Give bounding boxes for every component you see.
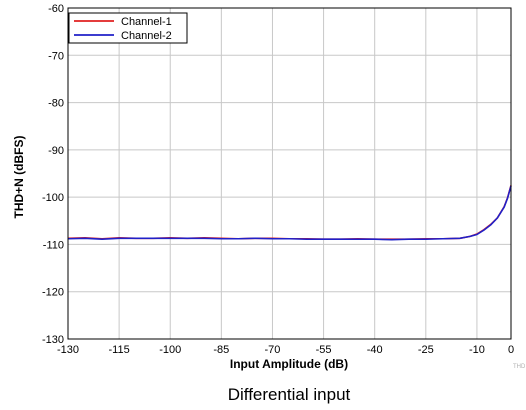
plot-frame [67, 7, 512, 340]
x-tick-label: -10 [469, 344, 485, 356]
series-line-channel-1 [67, 185, 512, 241]
legend: Channel-1 Channel-2 [68, 12, 188, 44]
y-tick-label: -90 [48, 145, 64, 157]
legend-box [68, 12, 188, 44]
x-tick-label: -55 [316, 344, 332, 356]
x-tick-label: -40 [367, 344, 383, 356]
grid [68, 8, 511, 339]
x-tick-label: -115 [109, 344, 130, 356]
x-tick-label: 0 [508, 344, 514, 356]
x-tick-label: -100 [159, 344, 181, 356]
x-tick-label: -85 [213, 344, 229, 356]
y-axis-ticks: -60 -70 -80 -90 -100 -110 -120 -130 [42, 3, 64, 346]
x-tick-label: -70 [265, 344, 281, 356]
y-tick-label: -80 [48, 98, 64, 110]
series-line-channel-2 [67, 185, 512, 241]
figure-code-watermark: THD [513, 364, 526, 370]
y-tick-label: -120 [42, 287, 64, 299]
y-tick-label: -130 [42, 334, 64, 346]
y-tick-label: -110 [43, 239, 64, 251]
legend-label-channel-2: Channel-2 [121, 30, 172, 42]
legend-label-channel-1: Channel-1 [121, 16, 172, 28]
y-axis-title: THD+N (dBFS) [12, 136, 26, 219]
figure-caption: Differential input [228, 385, 351, 404]
y-tick-label: -70 [48, 50, 64, 62]
series-layer [67, 185, 512, 241]
x-tick-label: -25 [418, 344, 434, 356]
x-axis-title: Input Amplitude (dB) [230, 357, 348, 371]
x-axis-ticks: -130 -115 -100 -85 -70 -55 -40 -25 -10 0 [57, 344, 514, 356]
y-tick-label: -100 [42, 192, 64, 204]
y-tick-label: -60 [48, 3, 64, 15]
x-tick-label: -130 [57, 344, 79, 356]
